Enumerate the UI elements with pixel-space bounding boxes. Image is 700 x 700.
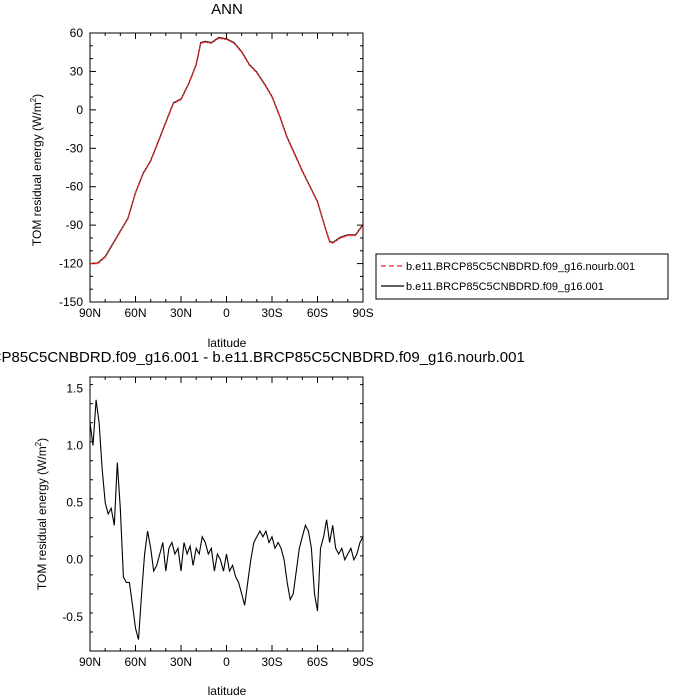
bottom-y-tick-label: 0.5 — [66, 496, 83, 510]
bottom-chart-title: b.e11.BRCP85C5CNBDRD.f09_g16.001 - b.e11… — [0, 349, 525, 366]
top-y-tick-label: -150 — [59, 295, 83, 309]
top-chart-title: ANN — [211, 1, 243, 18]
top-x-tick-label: 0 — [223, 306, 230, 320]
top-x-axis-label: latitude — [208, 336, 247, 350]
top-y-tick-label: -90 — [66, 218, 84, 232]
top-y-tick-label: -30 — [66, 141, 84, 155]
bottom-x-tick-label: 30N — [170, 655, 192, 669]
top-y-tick-label: 60 — [70, 26, 84, 40]
top-x-tick-label: 90S — [352, 306, 373, 320]
bottom-y-tick-label: 1.0 — [66, 439, 83, 453]
top-x-tick-label: 60S — [307, 306, 328, 320]
top-plot-area: 90N 60N 30N 0 30S 60S 90S 60 30 0 -30 -60 -90 -120 -15… — [59, 26, 374, 320]
top-y-tick-label: -60 — [66, 180, 84, 194]
top-x-tick-label: 60N — [124, 306, 146, 320]
top-x-tick-label: 90N — [79, 306, 101, 320]
bottom-y-axis-label: TOM residual energy (W/m2) — [34, 438, 49, 590]
bottom-y-tick-label: 0.0 — [66, 553, 83, 567]
legend-label-nourb: b.e11.BRCP85C5CNBDRD.f09_g16.nourb.001 — [406, 261, 635, 273]
bottom-x-tick-label: 90N — [79, 655, 101, 669]
top-y-tick-label: -120 — [59, 257, 83, 271]
bottom-x-tick-label: 90S — [352, 655, 373, 669]
top-panel: ANN 90N 60N 30N 0 30S 60S 90S 60 30 0 -30 -60 -90 -12… — [29, 1, 669, 350]
bottom-x-tick-label: 0 — [223, 655, 230, 669]
top-y-tick-label: 30 — [70, 64, 84, 78]
top-series-line-1 — [89, 36, 364, 265]
bottom-series-line-0 — [89, 399, 364, 640]
bottom-x-axis-label: latitude — [208, 684, 247, 698]
legend: b.e11.BRCP85C5CNBDRD.f09_g16.nourb.001 b… — [375, 253, 669, 300]
legend-box — [375, 253, 669, 300]
bottom-plot-frame — [89, 376, 364, 652]
bottom-y-tick-label: 1.5 — [66, 381, 83, 395]
bottom-y-tick-label: -0.5 — [62, 610, 83, 624]
legend-label-control: b.e11.BRCP85C5CNBDRD.f09_g16.001 — [406, 281, 604, 293]
bottom-plot-area: 90N 60N 30N 0 30S 60S 90S 1.5 1.0 0.5 0.0 -0.5 — [62, 377, 374, 669]
bottom-panel: b.e11.BRCP85C5CNBDRD.f09_g16.001 - b.e11… — [0, 349, 525, 698]
top-plot-frame — [89, 32, 364, 303]
top-y-axis-label: TOM residual energy (W/m2) — [29, 94, 44, 246]
top-x-tick-label: 30S — [261, 306, 282, 320]
bottom-x-tick-label: 60N — [124, 655, 146, 669]
top-x-tick-label: 30N — [170, 306, 192, 320]
bottom-x-tick-label: 60S — [307, 655, 328, 669]
bottom-x-tick-label: 30S — [261, 655, 282, 669]
top-y-tick-label: 0 — [76, 103, 83, 117]
top-series-line-0 — [90, 37, 364, 265]
